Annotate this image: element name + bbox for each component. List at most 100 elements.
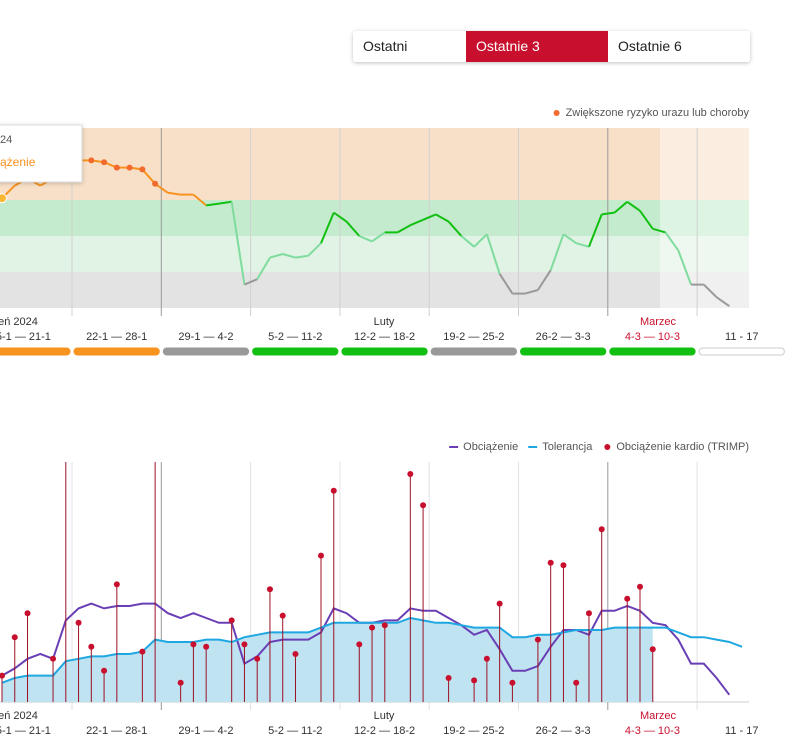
trimp-dot [534, 636, 541, 643]
trimp-dot [279, 612, 286, 619]
load-segment [307, 242, 322, 257]
week-label: 4-3 — 10-3 [625, 725, 680, 737]
load-segment [562, 233, 577, 245]
load-segment [575, 242, 590, 248]
trimp-dot [292, 651, 299, 657]
week-status [162, 347, 250, 356]
week-status [430, 347, 518, 356]
week-status [73, 347, 160, 356]
load-segment [371, 231, 386, 243]
week-label: 19-2 — 25-2 [443, 725, 504, 737]
trimp-dot [177, 679, 184, 686]
load-segment [422, 213, 437, 221]
week-label: 22-1 — 28-1 [86, 331, 147, 343]
range-buttons: Ostatni miesiąc Ostatnie 3 miesiące Osta… [353, 31, 750, 62]
load-segment [409, 218, 424, 227]
tolerance-line [1, 616, 743, 684]
month-label: Luty [374, 316, 395, 328]
load-segment [601, 211, 615, 216]
load-segment [295, 254, 309, 259]
trimp-dot [560, 562, 567, 569]
month-label: Marzec [640, 710, 677, 722]
week-label: 12-2 — 18-2 [354, 331, 415, 343]
load-segment [435, 213, 450, 223]
week-label: 12-2 — 18-2 [354, 725, 415, 737]
risk-dot [126, 164, 133, 171]
load-segment [664, 231, 680, 251]
range-button[interactable]: Ostatnie 3 miesiące [466, 31, 608, 62]
load-segment [244, 278, 258, 286]
trimp-dot [113, 581, 120, 588]
future-overlay [660, 128, 749, 308]
trimp-dot [203, 643, 210, 650]
risk-dot [101, 159, 108, 166]
month-label: Marzec [640, 316, 677, 328]
load-segment [333, 211, 348, 223]
week-label: 19-2 — 25-2 [443, 331, 504, 343]
load-segment [524, 289, 539, 295]
tolerance-area [2, 618, 653, 702]
trimp-dot [649, 646, 656, 653]
trimp-dot [63, 435, 69, 441]
week-label: 5-2 — 11-2 [268, 725, 322, 737]
week-label: 26-2 — 3-3 [536, 331, 591, 343]
risk-dot [152, 180, 159, 187]
week-label: 11 - 17 [725, 725, 758, 737]
load-segment [460, 235, 475, 248]
trimp-dot [381, 622, 388, 629]
trimp-dot [509, 679, 516, 686]
legend-marker [553, 110, 560, 116]
legend-label: Tolerancja [542, 441, 593, 453]
trimp-dot [190, 641, 197, 648]
legend-label: Obciążenie [463, 441, 518, 453]
range-button[interactable]: Ostatnie 6 miesięcy [608, 31, 750, 62]
risk-dot [0, 193, 7, 204]
legend-label: Obciążenie kardio (TRIMP) [616, 441, 749, 453]
load-segment [345, 220, 361, 237]
legend-label: Zwiększone ryzyko urazu lub choroby [566, 107, 750, 119]
week-status [520, 347, 607, 356]
load-segment [192, 193, 207, 207]
zone [0, 128, 749, 200]
load-segment [485, 233, 501, 275]
trimp-dot [88, 643, 95, 650]
zone [0, 236, 749, 272]
week-status [341, 347, 428, 356]
load-segment [282, 253, 296, 259]
trimp-dot [624, 595, 631, 602]
zone [0, 272, 749, 308]
trimp-dot [101, 667, 108, 674]
trimp-dot [266, 586, 273, 593]
trimp-dot [50, 655, 57, 662]
tooltip [0, 124, 83, 183]
legend-marker [604, 444, 611, 450]
trimp-dot [75, 619, 82, 626]
tooltip-text: 24 [0, 134, 12, 146]
month-label: eń 2024 [0, 316, 38, 328]
trimp-dot [139, 648, 146, 655]
trimp-dot [483, 655, 490, 662]
load-segment [613, 201, 628, 214]
load-segment [167, 191, 181, 196]
week-label: 5-2 — 11-2 [268, 331, 322, 343]
load-segment [652, 227, 666, 234]
week-status [252, 347, 339, 356]
trimp-dot [637, 583, 643, 590]
week-label: 4-3 — 10-3 [625, 331, 680, 343]
load-segment [320, 212, 335, 244]
trimp-dot [228, 617, 235, 624]
risk-dot [113, 164, 120, 171]
trimp-dot [330, 487, 337, 494]
range-button[interactable]: Ostatni miesiąc [353, 31, 466, 62]
month-label: eń 2024 [0, 710, 38, 722]
load-segment [218, 200, 232, 205]
trimp-dot [369, 624, 376, 631]
load-segment [703, 283, 718, 298]
trimp-dot [420, 502, 427, 509]
week-status [698, 347, 785, 356]
trimp-dot [241, 641, 248, 648]
trimp-dot [598, 526, 605, 533]
load-segment [588, 214, 603, 248]
week-status [0, 347, 71, 356]
